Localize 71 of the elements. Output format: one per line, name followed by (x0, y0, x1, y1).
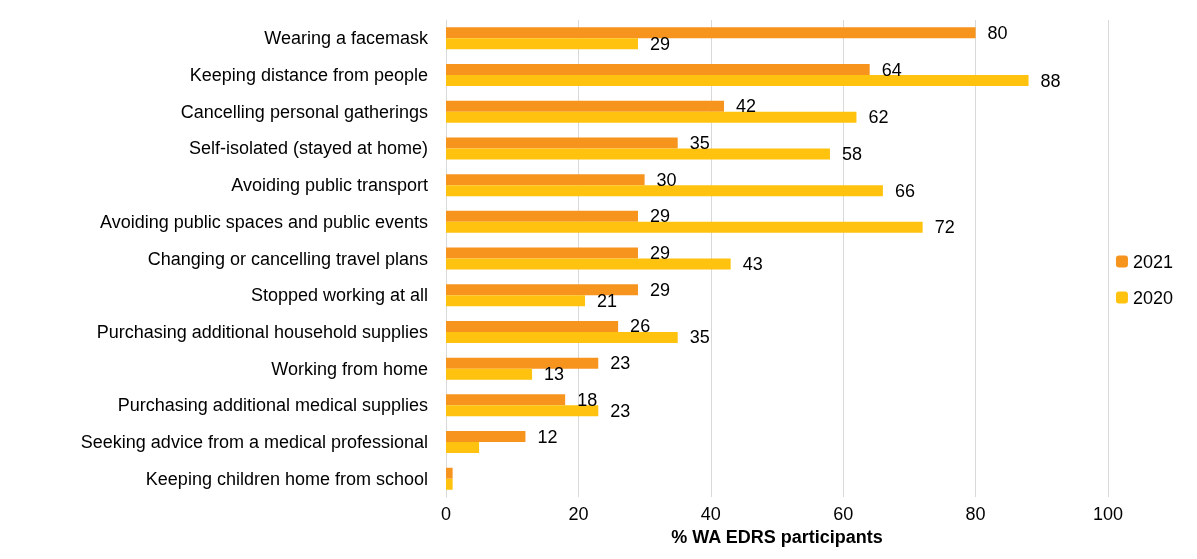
bar (446, 100, 725, 112)
bar (446, 148, 830, 160)
data-label: 30 (656, 169, 677, 190)
bar (446, 221, 923, 233)
data-label: 23 (610, 400, 631, 421)
data-label: 66 (894, 180, 915, 201)
legend-label: 2021 (1132, 251, 1173, 272)
data-label: 29 (649, 206, 671, 227)
data-label: 58 (841, 143, 862, 164)
x-tick-label: 40 (700, 504, 721, 525)
bar (446, 357, 599, 369)
bar (446, 75, 1029, 87)
y-tick-label: Avoiding public spaces and public events (100, 211, 428, 232)
bar (446, 320, 619, 332)
data-label: 29 (649, 243, 671, 264)
data-label: 35 (689, 327, 710, 348)
bar (446, 284, 638, 296)
bar (446, 111, 857, 123)
y-tick-label: Purchasing additional household supplies (96, 321, 428, 342)
y-tick-label: Stopped working at all (250, 285, 428, 306)
x-tick-label: 100 (1092, 504, 1124, 525)
bar (446, 137, 678, 149)
bar (446, 38, 638, 50)
legend-label: 2020 (1132, 287, 1173, 308)
bar (446, 258, 731, 270)
data-label: 29 (649, 279, 671, 300)
x-tick-label: 0 (440, 504, 452, 525)
bar (446, 27, 976, 39)
bar (446, 247, 638, 259)
y-tick-label: Avoiding public transport (231, 175, 428, 196)
x-tick-label: 80 (965, 504, 986, 525)
data-label: 88 (1040, 70, 1061, 91)
y-tick-label: Keeping children home from school (145, 468, 428, 489)
y-tick-label: Purchasing additional medical supplies (117, 395, 428, 416)
data-label: 62 (868, 107, 889, 128)
x-tick-label: 20 (568, 504, 589, 525)
data-label: 80 (987, 22, 1008, 43)
data-label: 72 (934, 217, 955, 238)
bar (446, 368, 533, 380)
data-label: 26 (630, 316, 651, 337)
bar (446, 295, 586, 307)
data-label: 21 (597, 290, 618, 311)
y-tick-label: Wearing a facemask (264, 28, 429, 49)
data-label: 43 (742, 254, 763, 275)
bar (446, 431, 526, 443)
data-label: 23 (610, 353, 631, 374)
data-label: 18 (577, 389, 598, 410)
data-label: 64 (881, 59, 902, 80)
y-tick-label: Changing or cancelling travel plans (147, 248, 428, 269)
y-tick-label: Keeping distance from people (189, 65, 428, 86)
bar (446, 405, 599, 417)
bar (446, 331, 678, 343)
data-label: 42 (736, 96, 757, 117)
data-label: 29 (649, 33, 671, 54)
bar (446, 185, 883, 197)
y-tick-label: Working from home (271, 358, 428, 379)
x-tick-label: 60 (833, 504, 854, 525)
data-label: 13 (544, 364, 565, 385)
data-label: 12 (537, 426, 558, 447)
bar (446, 210, 638, 222)
bar (446, 174, 645, 186)
y-tick-label: Seeking advice from a medical professional (80, 432, 428, 453)
y-tick-label: Cancelling personal gatherings (180, 101, 428, 122)
x-axis-title: % WA EDRS participants (671, 527, 883, 547)
bar (446, 394, 566, 406)
bar (446, 467, 453, 479)
bar (446, 442, 480, 454)
bar (446, 478, 453, 490)
bar (446, 64, 870, 76)
data-label: 35 (689, 132, 710, 153)
y-tick-label: Self-isolated (stayed at home) (188, 138, 428, 159)
